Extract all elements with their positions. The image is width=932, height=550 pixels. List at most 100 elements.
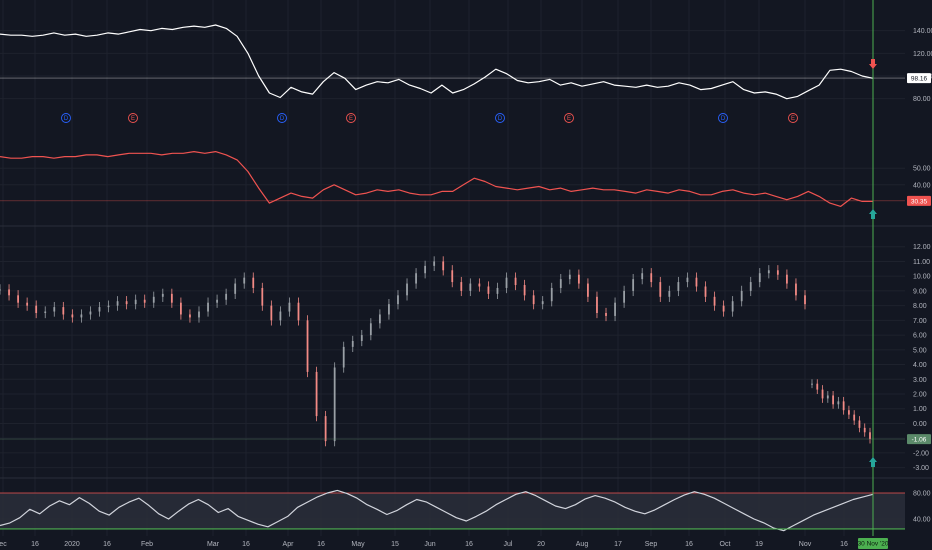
candle-body (848, 410, 850, 415)
dividend-marker (277, 113, 287, 123)
earnings-marker-label: E (131, 116, 135, 122)
candle-body (98, 307, 101, 312)
candle-body (143, 299, 146, 303)
pane3-y-tick: 11.00 (913, 259, 930, 266)
candle-body (369, 323, 372, 336)
candle-body (360, 335, 363, 341)
candle-body (837, 401, 840, 405)
candle-body (333, 367, 336, 442)
candle-body (487, 286, 490, 294)
candle-body (161, 293, 164, 297)
x-tick-label: 15 (391, 541, 399, 548)
candle-body (758, 273, 761, 283)
candle-body (853, 414, 856, 421)
candle-body (116, 301, 119, 306)
pane3-y-tick: 10.00 (913, 274, 931, 281)
pane3-last-tag-text: -1.06 (912, 437, 927, 444)
candle-body (632, 279, 635, 291)
candle-body (532, 295, 535, 305)
pane1-series-line (0, 24, 874, 100)
pane3-y-tick: -3.00 (913, 465, 929, 472)
candle-body (623, 290, 626, 303)
candle-body (71, 314, 74, 318)
candle-body (695, 277, 698, 287)
candle-body (863, 427, 866, 433)
x-tick-label: 16 (685, 541, 693, 548)
pane3-y-tick: 3.00 (913, 377, 927, 384)
dividend-marker-label: D (721, 116, 726, 122)
x-tick-label: 16 (31, 541, 39, 548)
candle-body (460, 282, 463, 291)
candle-body (577, 274, 580, 284)
x-tick-label: Jul (504, 541, 513, 548)
x-tick-label: May (351, 541, 365, 548)
candle-body (53, 307, 56, 312)
candle-body (442, 261, 445, 271)
candle-body (749, 282, 752, 291)
candle-body (505, 277, 508, 288)
candle-body (605, 313, 607, 316)
candle-body (252, 277, 255, 288)
candle-body (614, 302, 616, 316)
rsi-band (0, 493, 905, 529)
candle-body (469, 283, 472, 291)
candle-body (559, 279, 562, 288)
candle-body (523, 285, 526, 296)
candle-body (324, 416, 327, 442)
buy-arrow-icon (869, 209, 877, 219)
candle-body (35, 305, 38, 313)
candle-body (496, 287, 499, 294)
candle-body (89, 311, 92, 315)
candle-body (8, 289, 10, 296)
candle-body (279, 311, 282, 321)
x-tick-label: 16 (317, 541, 325, 548)
candle-body (170, 293, 173, 303)
cursor-date-text: 30 Nov '20 (858, 541, 889, 548)
candle-body (767, 270, 770, 274)
candle-body (650, 273, 653, 283)
pane3-y-tick: -2.00 (913, 450, 929, 457)
cursor-date-tag (858, 538, 888, 549)
candle-body (261, 287, 264, 306)
x-tick-label: 16 (465, 541, 473, 548)
candle-body (288, 302, 291, 312)
candle-body (722, 305, 725, 312)
candle-body (0, 289, 1, 291)
candle-body (198, 311, 200, 318)
candle-body (342, 346, 345, 368)
candle-body (152, 296, 155, 303)
pane3-y-tick: 4.00 (913, 362, 927, 369)
pane2-y-tick: 50.00 (913, 166, 931, 173)
candle-body (351, 340, 354, 347)
earnings-marker-label: E (791, 116, 795, 122)
pane3-y-tick: 9.00 (913, 288, 927, 295)
earnings-marker (788, 113, 798, 123)
pane3-y-tick: 1.00 (913, 406, 927, 413)
pane2-last-tag (907, 195, 931, 206)
x-tick-label: 17 (614, 541, 622, 548)
candle-body (869, 432, 871, 440)
candle-body (731, 301, 734, 312)
candle-body (668, 290, 671, 297)
dividend-marker-label: D (64, 116, 69, 122)
x-tick-label: 20 (537, 541, 545, 548)
candle-body (514, 277, 517, 286)
candle-body (415, 273, 417, 284)
candle-body (378, 314, 381, 324)
x-tick-label: 19 (755, 541, 763, 548)
pane4-y-tick: 40.00 (913, 517, 931, 524)
candle-body (207, 302, 209, 312)
dividend-marker (495, 113, 505, 123)
x-tick-label: Sep (645, 541, 658, 548)
pane3-y-tick: 0.00 (913, 421, 927, 428)
x-tick-label: 16 (840, 541, 848, 548)
pane2-series-line (0, 151, 873, 207)
dividend-marker-label: D (498, 116, 503, 122)
candle-body (541, 301, 544, 305)
candle-body (713, 296, 716, 306)
candle-body (776, 270, 779, 275)
candle-body (478, 283, 481, 287)
x-tick-label: Apr (283, 541, 295, 548)
